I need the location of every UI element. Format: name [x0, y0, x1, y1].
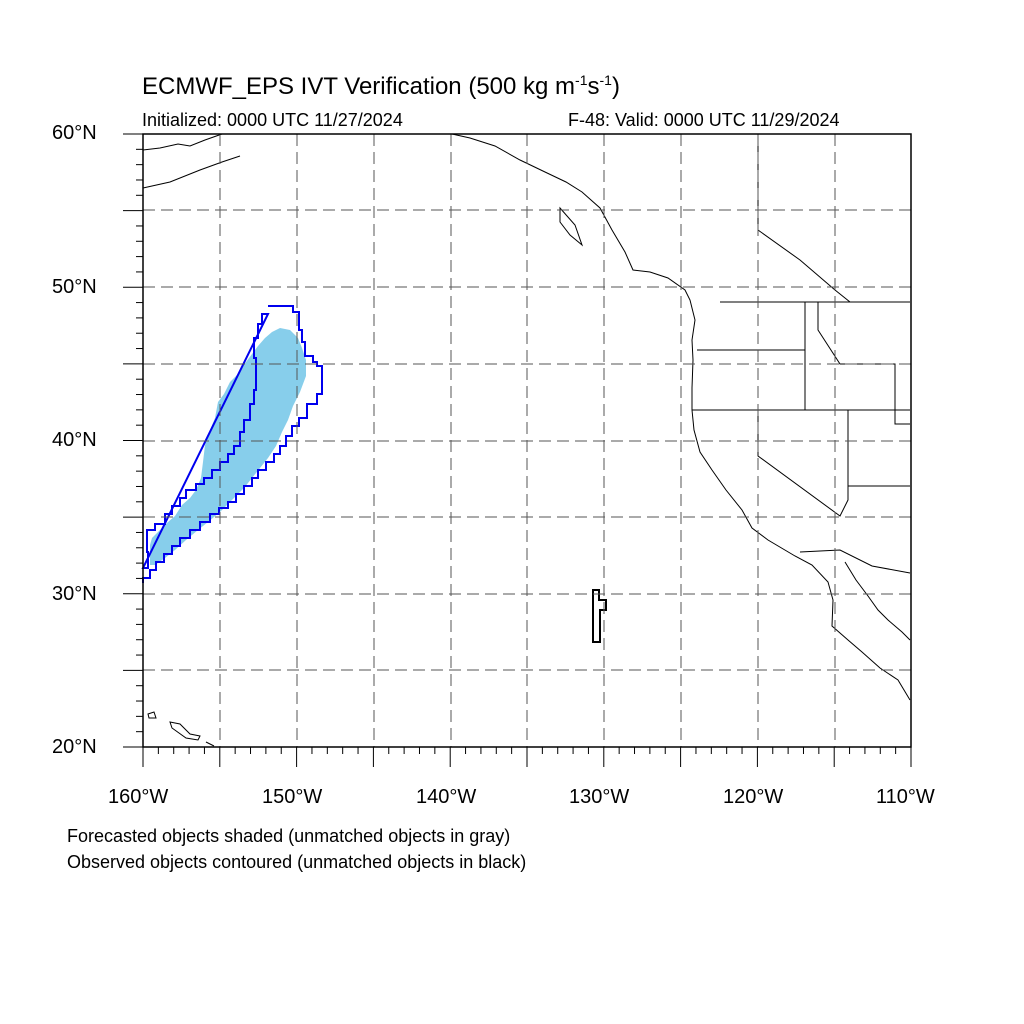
lat-label-50n: 50°N: [52, 276, 97, 298]
coastlines: [142, 133, 911, 747]
gridlines: [143, 134, 911, 747]
axis-ticks: [123, 133, 912, 767]
lon-label-150w: 150°W: [262, 786, 323, 808]
initialized-time: Initialized: 0000 UTC 11/27/2024: [142, 110, 403, 130]
map-title: ECMWF_EPS IVT Verification (500 kg m-1s-…: [142, 72, 620, 101]
lat-label-30n: 30°N: [52, 583, 97, 605]
title-mid: s: [587, 73, 600, 100]
title-sup-1: -1: [575, 72, 588, 88]
title-prefix: ECMWF_EPS IVT Verification (500 kg m: [142, 73, 576, 100]
lon-label-130w: 130°W: [569, 786, 630, 808]
forecast-note: Forecasted objects shaded (unmatched obj…: [67, 826, 511, 846]
title-sup-2: -1: [599, 72, 612, 88]
forecast-ivt-object: [150, 328, 306, 565]
lat-label-40n: 40°N: [52, 429, 97, 451]
lon-label-110w: 110°W: [876, 786, 935, 808]
valid-time: F-48: Valid: 0000 UTC 11/29/2024: [568, 110, 840, 130]
observed-ivt-contour-matched: [141, 305, 323, 583]
title-suffix: ): [611, 73, 620, 100]
observed-ivt-contour-unmatched: [592, 589, 607, 643]
lon-label-160w: 160°W: [108, 786, 169, 808]
lat-label-60n: 60°N: [52, 122, 97, 144]
observed-note: Observed objects contoured (unmatched ob…: [67, 852, 527, 872]
lon-label-120w: 120°W: [723, 786, 784, 808]
lat-label-20n: 20°N: [52, 736, 97, 758]
political-borders: [692, 134, 911, 574]
lon-label-140w: 140°W: [416, 786, 477, 808]
